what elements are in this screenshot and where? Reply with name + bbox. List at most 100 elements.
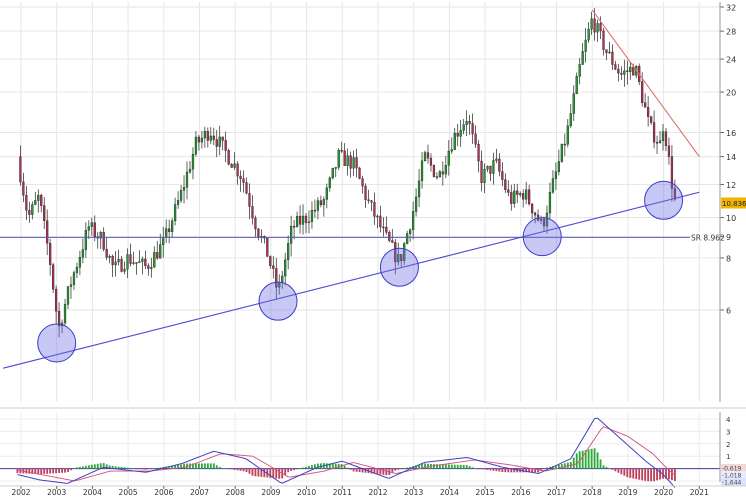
candle-body [132,262,135,264]
candle-body [614,64,617,70]
macd-histogram-bar [16,468,19,474]
candle-body [599,23,602,32]
macd-histogram-bar [254,468,257,477]
candle-body [203,131,206,139]
candle-body [28,209,31,215]
candle-body [215,139,218,147]
macd-histogram-bar [528,468,531,473]
macd-histogram-bar [382,468,385,475]
candle-body [403,243,406,261]
macd-histogram-bar [358,468,361,473]
candle-body [432,165,436,177]
candle-body [322,199,325,206]
macd-histogram-bar [40,468,43,475]
candle-body [266,237,269,257]
macd-histogram-bar [453,464,456,469]
x-tick-label: 2013 [404,488,423,497]
macd-histogram-bar [486,468,489,470]
macd-histogram-bar [394,468,397,471]
candle-body [57,311,61,327]
macd-histogram-bar [126,467,129,469]
candle-body [438,171,442,178]
macd-histogram-bar [560,464,563,469]
candle-body [87,226,90,231]
x-tick-label: 2002 [11,488,30,497]
candle-body [456,132,459,137]
macd-histogram-bar [352,468,355,472]
candle-body [34,200,37,205]
macd-y-tick-label: 4 [726,416,731,424]
macd-histogram-bar [590,448,593,469]
macd-histogram-bar [534,468,537,473]
candle-body [275,268,278,288]
candle-body [664,131,668,147]
macd-value-label: -1,018 [722,473,742,480]
candle-body [649,116,653,123]
candle-body [242,178,245,183]
candle-body [191,154,195,170]
candle-body [343,150,346,166]
candle-body [391,240,394,243]
candle-body [667,145,671,157]
candle-body [147,265,150,269]
macd-histogram-bar [147,468,150,470]
macd-histogram-bar [492,468,495,471]
candle-body [489,165,492,174]
macd-histogram-bar [450,464,453,469]
candle-body [652,122,656,143]
candle-body [397,254,400,263]
macd-histogram-bar [90,464,93,469]
macd-histogram-bar [87,465,90,469]
candle-body [212,135,215,140]
macd-histogram-bar [602,465,605,469]
candle-body [254,217,257,230]
trendline [3,191,700,369]
macd-histogram-bar [203,463,206,469]
x-tick-label: 2014 [440,488,459,497]
candle-body [367,199,370,201]
macd-histogram-bar [227,468,230,470]
macd-histogram-bar [150,468,153,470]
candle-body [301,215,305,225]
candle-body [111,256,114,266]
candle-body [105,249,108,258]
candle-body [385,226,388,233]
candle-body [498,158,501,172]
macd-histogram-bar [626,468,629,478]
macd-histogram-bar [376,468,379,475]
candle-body [462,124,465,131]
macd-histogram-bar [644,468,647,481]
candle-body [492,160,495,174]
macd-histogram-bar [61,468,63,473]
candle-body [69,284,73,287]
candle-body [507,189,510,193]
candle-body [545,212,549,227]
macd-histogram-bar [67,468,69,473]
macd-histogram-bar [117,466,120,469]
candle-body [245,182,248,194]
macd-histogram-bar [563,463,566,469]
candle-body [474,133,477,145]
macd-histogram-bar [308,465,310,469]
candle-body [602,30,605,50]
macd-histogram-bar [433,464,435,469]
x-tick-label: 2020 [654,488,673,497]
macd-panel: 43210-0,619-1,018-1,644 [0,416,746,488]
candle-body [93,222,96,237]
macd-histogram-bar [239,468,242,471]
macd-histogram-bar [471,467,474,469]
candle-body [227,150,230,165]
candle-body [352,157,355,169]
macd-histogram-bar [99,463,102,469]
candle-body [539,218,543,221]
macd-histogram-bar [159,467,162,469]
candle-body [557,161,561,172]
candle-body [81,249,85,258]
macd-histogram-bar [287,468,290,473]
candle-body [533,212,537,216]
candle-body [522,193,525,200]
candle-body [468,121,471,124]
macd-histogram-bar [379,468,382,475]
candle-body [319,200,323,206]
candle-body [328,177,331,189]
